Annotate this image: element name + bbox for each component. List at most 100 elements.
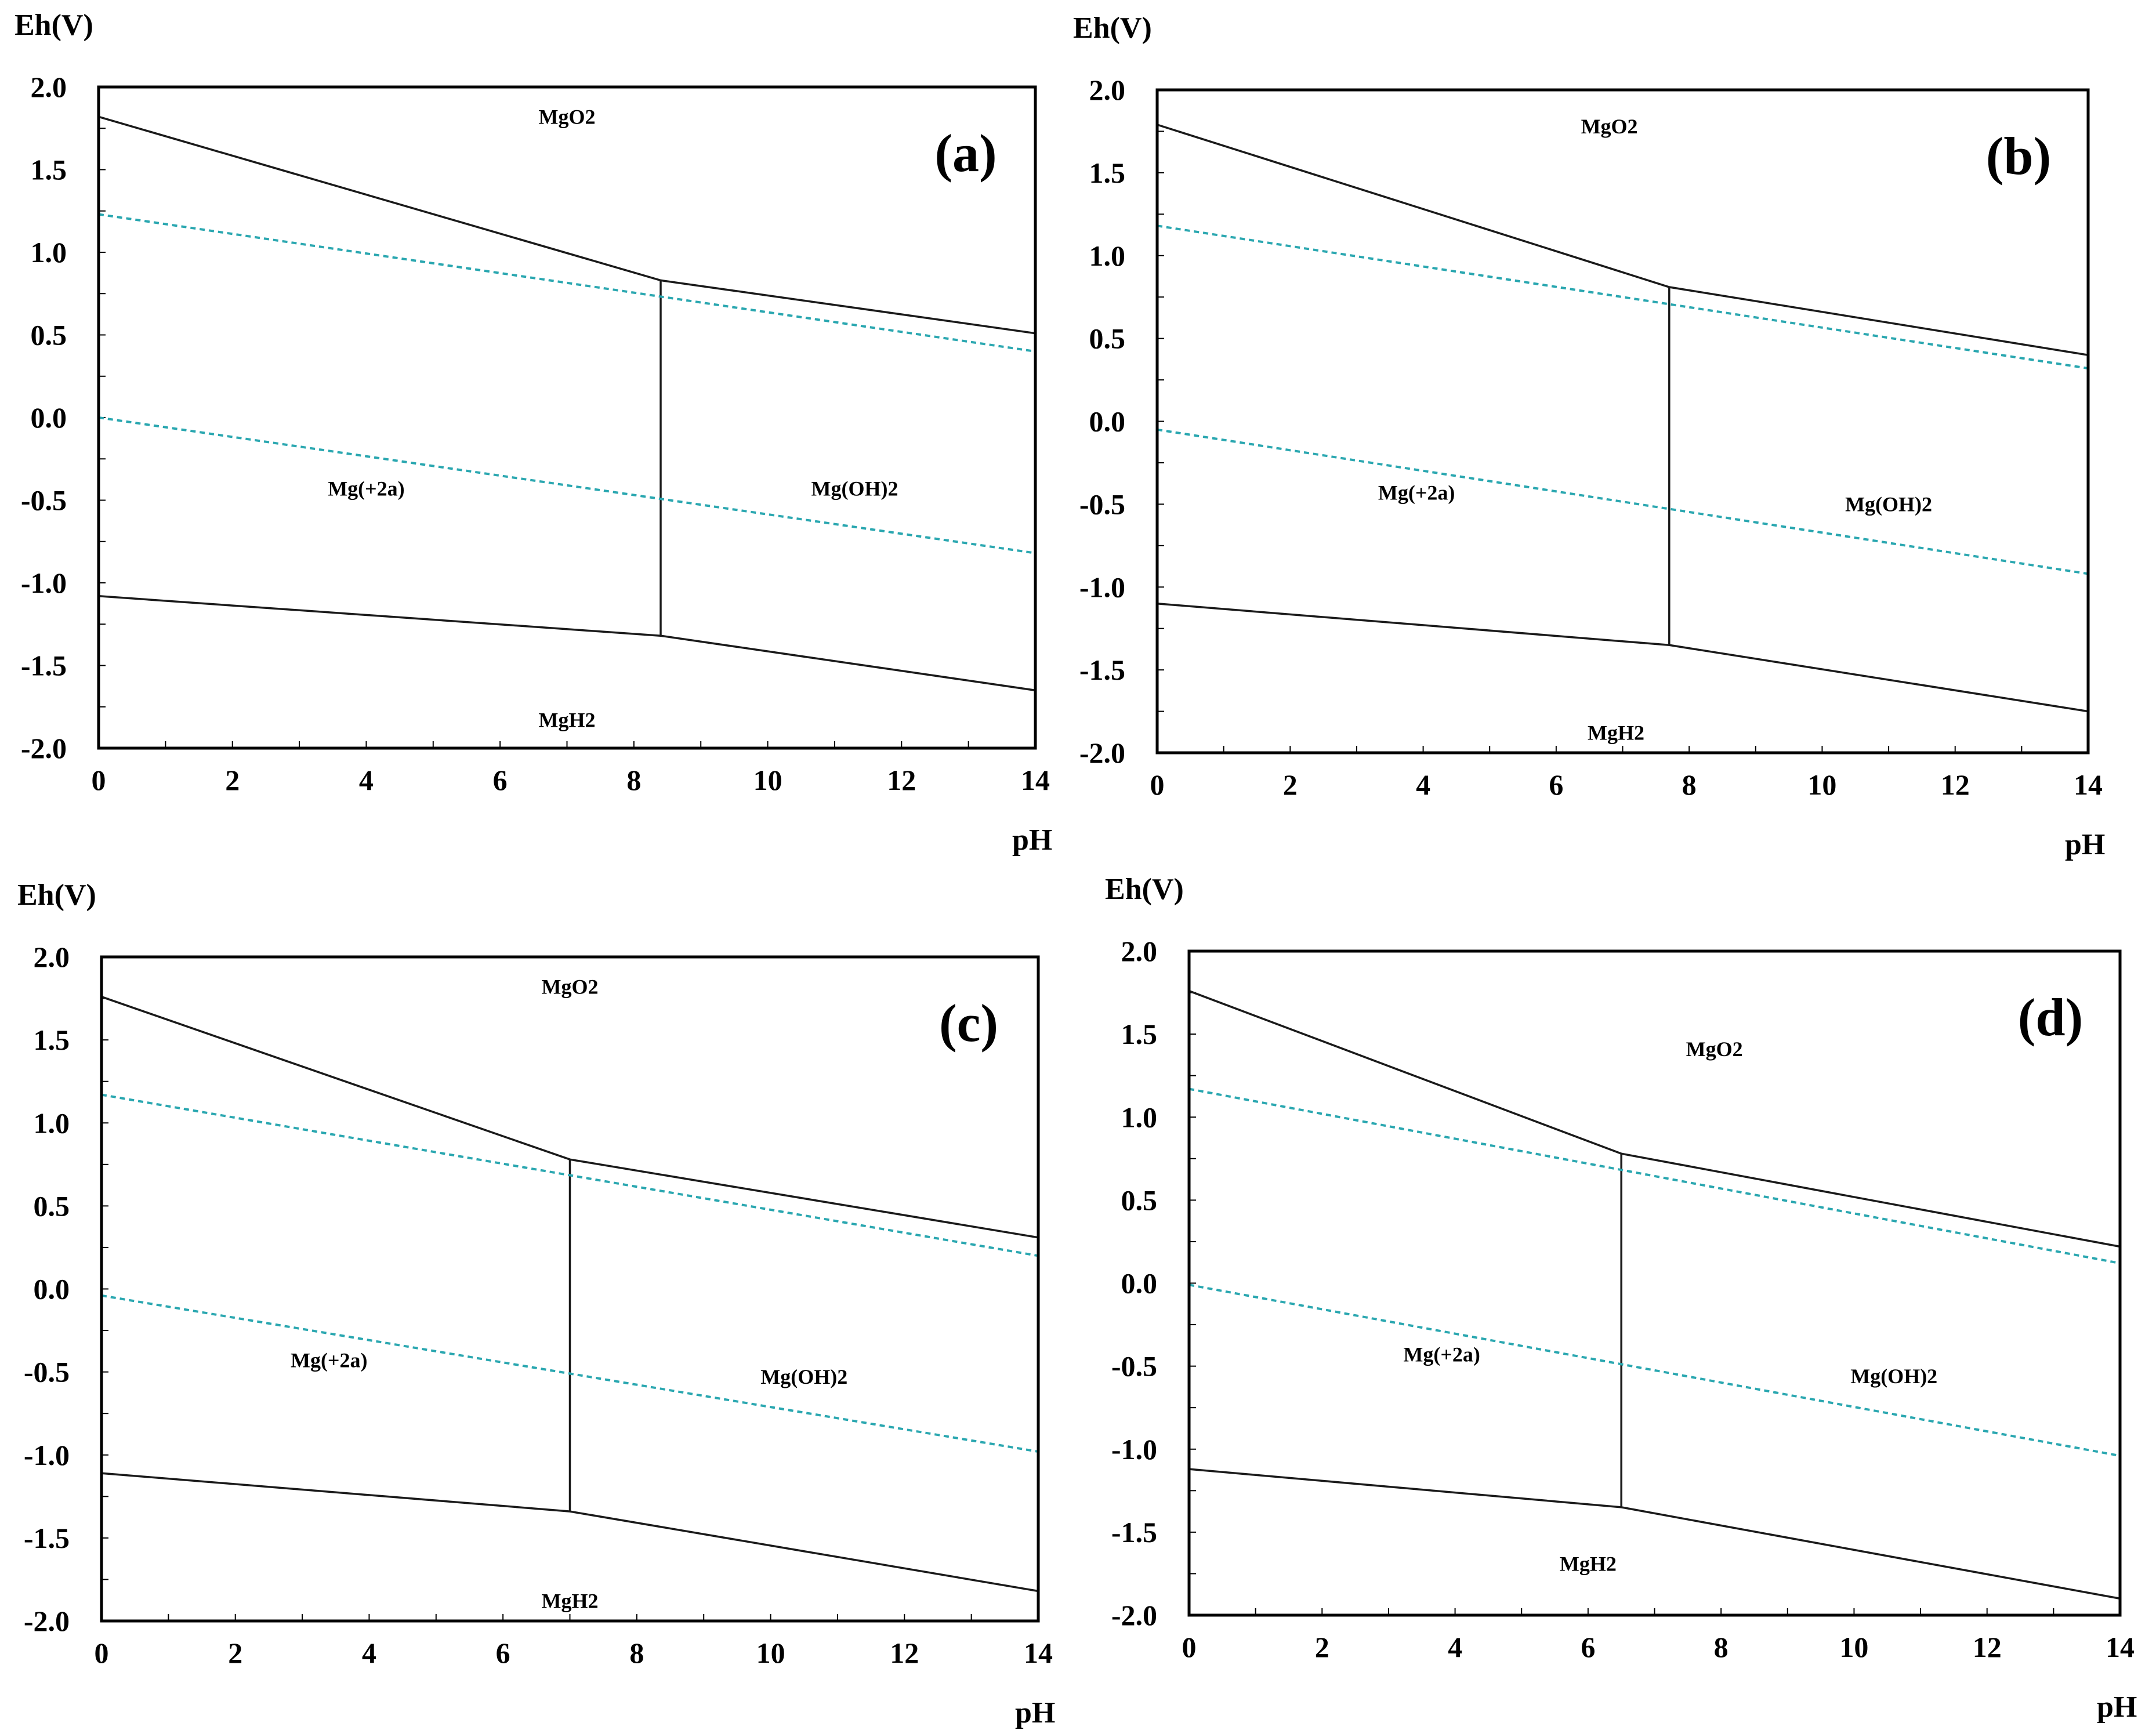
x-tick-label: 2 xyxy=(228,1637,242,1669)
water-stability-line xyxy=(1157,224,2089,370)
phase-boundary-line xyxy=(1157,124,2089,356)
x-axis-title: pH xyxy=(1012,824,1052,857)
x-tick-label: 4 xyxy=(359,764,374,796)
y-tick-label: -2.0 xyxy=(1111,1599,1157,1631)
x-tick-label: 6 xyxy=(496,1637,510,1669)
x-tick-label: 2 xyxy=(225,764,240,796)
y-tick-label: -0.5 xyxy=(24,1356,70,1388)
water-stability-line xyxy=(98,213,1036,353)
phase-boundary-line xyxy=(98,115,1036,335)
y-tick-label: 2.0 xyxy=(1121,935,1158,967)
x-tick-label: 14 xyxy=(2074,768,2103,801)
region-label: MgO2 xyxy=(1581,115,1638,138)
plot-frame xyxy=(1155,88,2090,755)
x-tick-label: 0 xyxy=(1150,768,1165,801)
x-tick-label: 6 xyxy=(1581,1631,1595,1663)
region-label: Mg(OH)2 xyxy=(760,1365,847,1388)
panel-label: (d) xyxy=(2018,988,2083,1047)
plot-frame xyxy=(97,85,1037,750)
y-tick-label: 0.0 xyxy=(1121,1267,1158,1300)
y-tick-label: -0.5 xyxy=(21,484,67,517)
x-tick-label: 6 xyxy=(1549,768,1563,801)
y-tick-label: 1.0 xyxy=(1089,240,1126,272)
water-stability-line xyxy=(1157,428,2089,575)
x-axis-title: pH xyxy=(2097,1691,2137,1724)
x-tick-label: 8 xyxy=(1714,1631,1729,1663)
x-tick-label: 10 xyxy=(756,1637,785,1669)
phase-boundary-line xyxy=(1157,603,2089,713)
phase-boundary-line xyxy=(1188,1468,2121,1600)
region-label: MgH2 xyxy=(1588,721,1644,745)
x-tick-label: 2 xyxy=(1315,1631,1329,1663)
x-tick-label: 12 xyxy=(890,1637,919,1669)
x-tick-label: 0 xyxy=(92,764,106,796)
region-label: Mg(+2a) xyxy=(1403,1343,1480,1366)
region-label: MgO2 xyxy=(1686,1038,1743,1061)
x-tick-label: 10 xyxy=(753,764,782,796)
y-tick-label: 1.5 xyxy=(34,1024,70,1056)
chart-panel: 0 2 4 6 8 10 12 14 2.0 1.5 1.0 0.5 0.0 -0.5 -1.0 -1.5 -2… xyxy=(1073,12,2105,861)
y-tick-label: 1.5 xyxy=(1121,1018,1158,1050)
region-label: Mg(OH)2 xyxy=(1850,1365,1937,1388)
x-tick-label: 10 xyxy=(1839,1631,1868,1663)
x-tick-label: 4 xyxy=(1416,768,1430,801)
x-tick-label: 12 xyxy=(1973,1631,2002,1663)
y-tick-label: -1.0 xyxy=(1111,1433,1157,1466)
x-tick-label: 6 xyxy=(493,764,508,796)
region-label: MgO2 xyxy=(542,975,599,999)
water-stability-line xyxy=(101,1294,1039,1453)
x-tick-label: 2 xyxy=(1283,768,1298,801)
y-tick-label: 0.0 xyxy=(34,1273,70,1305)
y-tick-label: 1.0 xyxy=(1121,1101,1158,1133)
y-tick-label: -0.5 xyxy=(1079,488,1125,520)
y-tick-label: 0.5 xyxy=(34,1189,70,1222)
x-tick-label: 0 xyxy=(1182,1631,1197,1663)
y-tick-label: -2.0 xyxy=(21,732,67,764)
y-tick-label: 0.0 xyxy=(1089,405,1126,438)
x-tick-label: 4 xyxy=(362,1637,376,1669)
y-tick-label: 0.5 xyxy=(1121,1184,1158,1216)
region-label: Mg(+2a) xyxy=(328,477,404,500)
y-tick-label: -2.0 xyxy=(24,1605,70,1637)
x-tick-label: 0 xyxy=(95,1637,109,1669)
y-tick-label: 1.5 xyxy=(31,154,67,186)
x-tick-label: 14 xyxy=(1024,1637,1053,1669)
y-tick-label: 2.0 xyxy=(34,941,70,973)
y-tick-label: -1.0 xyxy=(24,1439,70,1471)
y-tick-label: -1.5 xyxy=(1111,1516,1157,1548)
y-tick-label: 1.0 xyxy=(34,1107,70,1139)
x-tick-label: 8 xyxy=(1682,768,1697,801)
x-tick-label: 10 xyxy=(1807,768,1836,801)
x-tick-label: 4 xyxy=(1448,1631,1462,1663)
x-tick-label: 12 xyxy=(1941,768,1970,801)
region-label: MgH2 xyxy=(1560,1552,1617,1575)
y-axis-title: Eh(V) xyxy=(15,9,93,42)
y-tick-label: -1.5 xyxy=(21,650,67,682)
x-tick-label: 8 xyxy=(629,1637,644,1669)
water-stability-line xyxy=(101,1093,1039,1257)
region-label: Mg(OH)2 xyxy=(811,477,898,500)
y-axis-title: Eh(V) xyxy=(17,879,96,912)
y-tick-label: 0.0 xyxy=(31,401,67,434)
panel-label: (b) xyxy=(1986,126,2051,186)
y-tick-label: 2.0 xyxy=(1089,74,1126,106)
y-tick-label: -0.5 xyxy=(1111,1350,1157,1383)
chart-panel: 0 2 4 6 8 10 12 14 2.0 1.5 1.0 0.5 0.0 -0.5 -1.0 -1.5 -2… xyxy=(15,9,1052,857)
water-stability-line xyxy=(1188,1283,2121,1457)
panel-label: (a) xyxy=(934,124,997,183)
y-tick-label: -1.0 xyxy=(21,567,67,599)
x-axis-title: pH xyxy=(1015,1696,1055,1729)
phase-boundary-line xyxy=(98,595,1036,692)
chart-panel: 0 2 4 6 8 10 12 14 2.0 1.5 1.0 0.5 0.0 -0.5 -1.0 -1.5 -2… xyxy=(17,879,1055,1729)
phase-boundary-line xyxy=(101,1472,1039,1593)
water-stability-line xyxy=(1188,1087,2121,1265)
x-axis-title: pH xyxy=(2065,828,2105,861)
region-label: MgH2 xyxy=(542,1590,599,1613)
region-label: Mg(+2a) xyxy=(291,1349,367,1372)
x-tick-label: 14 xyxy=(2106,1631,2135,1663)
plot-frame xyxy=(1187,949,2122,1617)
region-label: MgH2 xyxy=(539,709,596,732)
y-tick-label: -2.0 xyxy=(1079,737,1125,769)
region-label: Mg(OH)2 xyxy=(1845,492,1932,516)
